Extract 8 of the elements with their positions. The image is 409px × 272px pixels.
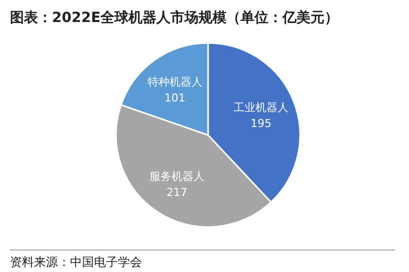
data-label: 217 <box>166 186 188 199</box>
data-label: 101 <box>164 92 186 105</box>
slice-label: 特种机器人 <box>147 76 202 89</box>
data-label: 195 <box>250 117 272 130</box>
title: 图表：2022E全球机器人市场规模（单位：亿美元） <box>10 10 339 26</box>
text: 资料来源：中国电子学会 <box>10 255 142 269</box>
slice-label: 工业机器人 <box>234 101 289 114</box>
slice-label: 服务机器人 <box>149 170 204 183</box>
